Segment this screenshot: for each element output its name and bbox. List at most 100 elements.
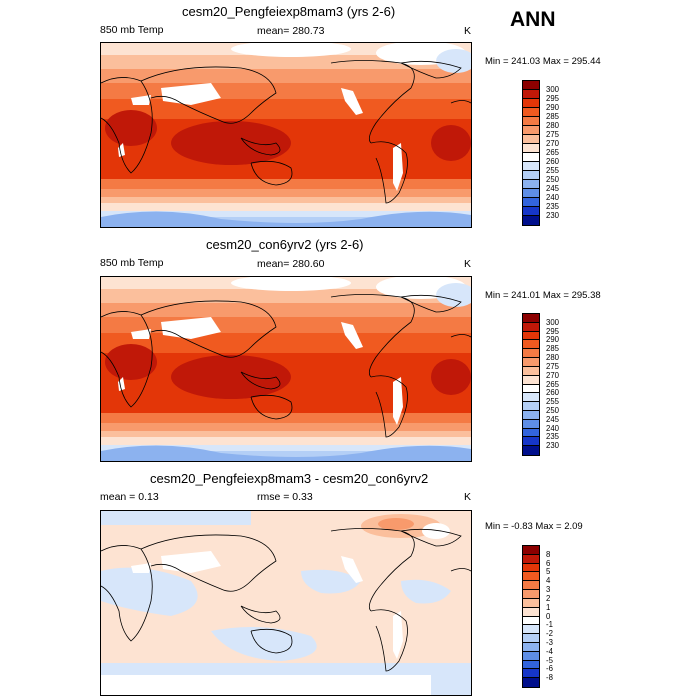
colorbar-swatch bbox=[523, 162, 539, 171]
colorbar-swatch bbox=[523, 198, 539, 207]
panel-3-title: cesm20_Pengfeiexp8mam3 - cesm20_con6yrv2 bbox=[150, 471, 429, 486]
colorbar-tick-label: 250 bbox=[546, 175, 560, 184]
colorbar-swatch bbox=[523, 153, 539, 162]
colorbar-swatch bbox=[523, 563, 539, 573]
colorbar-tick-label: -5 bbox=[546, 655, 553, 665]
colorbar-tick-label: 230 bbox=[546, 441, 560, 451]
panel-1-title: cesm20_Pengfeiexp8mam3 (yrs 2-6) bbox=[182, 4, 396, 19]
colorbar-swatch bbox=[523, 135, 539, 144]
colorbar-swatch bbox=[523, 554, 539, 564]
colorbar-tick-label: 245 bbox=[546, 414, 560, 424]
colorbar-swatch bbox=[523, 607, 539, 617]
colorbar-tick-label: -8 bbox=[546, 673, 553, 683]
colorbar-tick-label: 3 bbox=[546, 585, 551, 595]
colorbar-tick-label: 290 bbox=[546, 335, 560, 345]
panel-1-field-label: 850 mb Temp bbox=[100, 24, 164, 36]
colorbar-swatch bbox=[523, 446, 539, 455]
colorbar-swatch bbox=[523, 375, 539, 385]
colorbar-swatch bbox=[523, 651, 539, 661]
colorbar-tick-label: 240 bbox=[546, 423, 560, 433]
panel-1-minmax: Min = 241.03 Max = 295.44 bbox=[485, 56, 601, 67]
colorbar-swatch bbox=[523, 546, 539, 555]
panel-2-mean-label: mean= 280.60 bbox=[257, 258, 325, 270]
colorbar-tick-label: 265 bbox=[546, 379, 560, 389]
colorbar-tick-label: -1 bbox=[546, 620, 553, 630]
panel-2-temperature-field bbox=[101, 277, 471, 461]
colorbar-swatch bbox=[523, 189, 539, 198]
colorbar-swatch bbox=[523, 358, 539, 367]
colorbar-tick-label: 270 bbox=[546, 370, 560, 380]
colorbar-tick-label: 240 bbox=[546, 193, 560, 202]
colorbar-swatch bbox=[523, 598, 539, 608]
panel-2-title: cesm20_con6yrv2 (yrs 2-6) bbox=[206, 237, 364, 252]
colorbar-tick-label: 275 bbox=[546, 130, 560, 139]
colorbar-swatch bbox=[523, 171, 539, 180]
colorbar-swatch bbox=[523, 410, 539, 420]
colorbar-tick-label: 270 bbox=[546, 139, 560, 148]
colorbar-tick-label: 280 bbox=[546, 353, 560, 363]
colorbar-tick-label: 235 bbox=[546, 202, 560, 211]
panel-3-difference-field bbox=[101, 511, 471, 695]
panel-1-colorbar bbox=[522, 80, 540, 226]
colorbar-swatch bbox=[523, 678, 539, 687]
colorbar-tick-label: 285 bbox=[546, 344, 560, 354]
panel-3-map bbox=[100, 510, 472, 696]
panel-2-minmax: Min = 241.01 Max = 295.38 bbox=[485, 290, 601, 301]
panel-2-field-label: 850 mb Temp bbox=[100, 257, 164, 269]
colorbar-swatch bbox=[523, 428, 539, 438]
colorbar-tick-label: 230 bbox=[546, 211, 560, 220]
colorbar-swatch bbox=[523, 216, 539, 225]
colorbar-tick-label: 255 bbox=[546, 166, 560, 175]
colorbar-tick-label: 300 bbox=[546, 317, 560, 327]
colorbar-tick-label: -3 bbox=[546, 637, 553, 647]
panel-1-map bbox=[100, 42, 472, 228]
colorbar-tick-label: 275 bbox=[546, 361, 560, 371]
colorbar-swatch bbox=[523, 625, 539, 635]
season-label: ANN bbox=[510, 8, 556, 31]
colorbar-swatch bbox=[523, 340, 539, 350]
colorbar-swatch bbox=[523, 322, 539, 332]
panel-2-units: K bbox=[464, 258, 472, 270]
colorbar-tick-label: 1 bbox=[546, 602, 551, 612]
colorbar-tick-label: 265 bbox=[546, 148, 560, 157]
colorbar-swatch bbox=[523, 642, 539, 652]
colorbar-swatch bbox=[523, 144, 539, 153]
colorbar-swatch bbox=[523, 437, 539, 447]
colorbar-swatch bbox=[523, 108, 539, 117]
colorbar-swatch bbox=[523, 590, 539, 599]
colorbar-tick-label: -6 bbox=[546, 664, 553, 674]
colorbar-swatch bbox=[523, 99, 539, 108]
colorbar-tick-label: 255 bbox=[546, 397, 560, 407]
colorbar-swatch bbox=[523, 126, 539, 135]
colorbar-tick-label: 280 bbox=[546, 121, 560, 130]
colorbar-tick-label: 2 bbox=[546, 593, 551, 603]
colorbar-swatch bbox=[523, 419, 539, 429]
colorbar-swatch bbox=[523, 349, 539, 359]
colorbar-tick-label: 285 bbox=[546, 112, 560, 121]
panel-1-temperature-field bbox=[101, 43, 471, 227]
colorbar-swatch bbox=[523, 581, 539, 591]
colorbar-tick-label: -4 bbox=[546, 646, 553, 656]
colorbar-swatch bbox=[523, 634, 539, 643]
colorbar-swatch bbox=[523, 669, 539, 679]
colorbar-tick-label: 250 bbox=[546, 405, 560, 415]
colorbar-tick-label: 235 bbox=[546, 432, 560, 442]
colorbar-tick-label: 4 bbox=[546, 576, 551, 586]
colorbar-swatch bbox=[523, 402, 539, 411]
panel-1-units: K bbox=[464, 25, 472, 37]
colorbar-tick-label: 290 bbox=[546, 103, 560, 112]
colorbar-tick-label: 8 bbox=[546, 549, 551, 559]
colorbar-tick-label: 295 bbox=[546, 326, 560, 336]
colorbar-tick-label: 5 bbox=[546, 567, 551, 577]
colorbar-swatch bbox=[523, 314, 539, 323]
panel-2-colorbar bbox=[522, 313, 540, 456]
colorbar-tick-label: 260 bbox=[546, 388, 560, 398]
colorbar-tick-label: 245 bbox=[546, 184, 560, 193]
colorbar-tick-label: -2 bbox=[546, 629, 553, 639]
colorbar-tick-label: 295 bbox=[546, 94, 560, 103]
colorbar-swatch bbox=[523, 572, 539, 582]
colorbar-swatch bbox=[523, 660, 539, 670]
panel-3-units: K bbox=[464, 491, 472, 503]
colorbar-swatch bbox=[523, 81, 539, 90]
panel-3-mean-label: mean = 0.13 bbox=[100, 491, 159, 503]
